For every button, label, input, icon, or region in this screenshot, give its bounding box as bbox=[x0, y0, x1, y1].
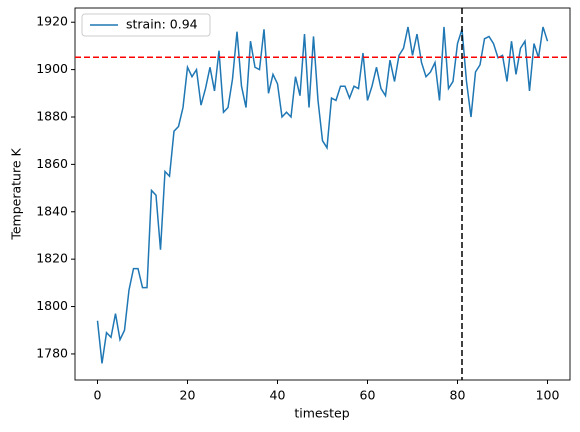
y-tick-label: 1820 bbox=[36, 251, 68, 266]
y-tick-label: 1880 bbox=[36, 108, 68, 123]
legend-box bbox=[81, 13, 211, 37]
y-tick-label: 1840 bbox=[36, 203, 68, 218]
x-tick-label: 20 bbox=[180, 388, 196, 403]
x-axis-label: timestep bbox=[294, 406, 349, 421]
y-axis-label: Temperature K bbox=[9, 148, 24, 241]
x-tick-label: 60 bbox=[360, 388, 376, 403]
data-line bbox=[96, 26, 549, 364]
y-tick-label: 1900 bbox=[36, 61, 68, 76]
x-tick-label: 40 bbox=[270, 388, 286, 403]
x-tick-label: 80 bbox=[450, 388, 466, 403]
x-tick-label: 100 bbox=[536, 388, 560, 403]
axes-frame bbox=[74, 7, 571, 381]
y-tick-label: 1920 bbox=[36, 14, 68, 29]
x-tick-label: 0 bbox=[94, 388, 102, 403]
legend-label: strain: 0.94 bbox=[126, 17, 198, 32]
y-tick-label: 1860 bbox=[36, 156, 68, 171]
y-tick-label: 1780 bbox=[36, 345, 68, 360]
y-tick-label: 1800 bbox=[36, 298, 68, 313]
